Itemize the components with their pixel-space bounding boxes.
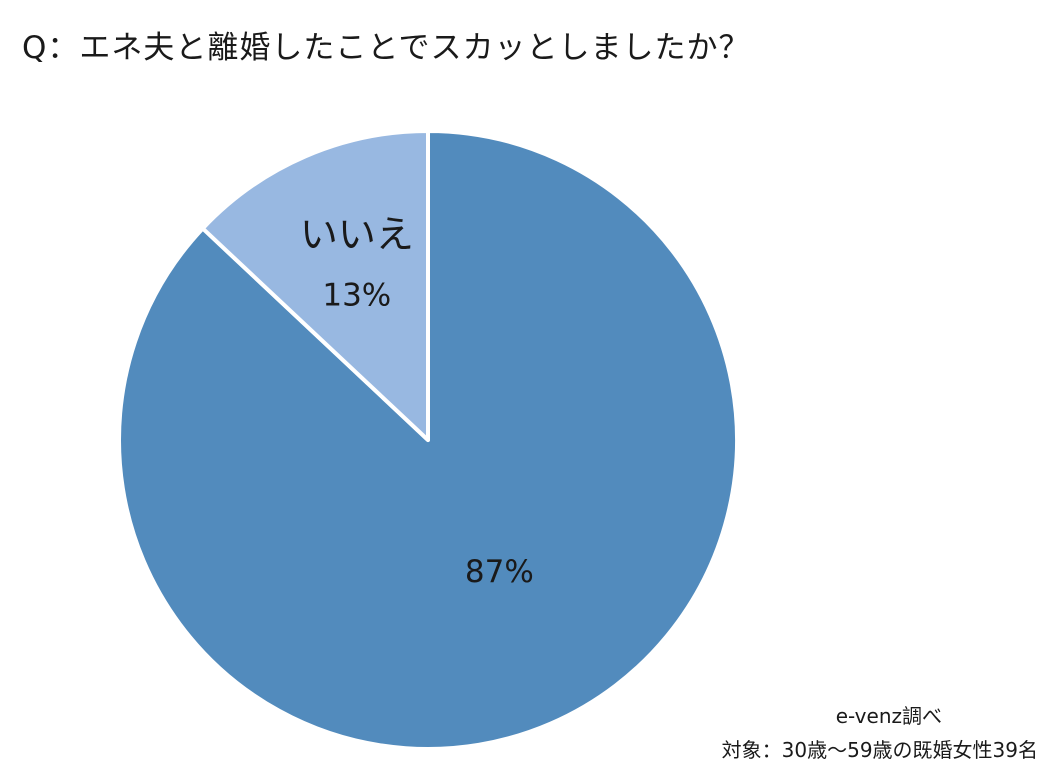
- pie-slice-1: [200, 129, 430, 442]
- slice-value-label-0: 87%: [465, 554, 534, 590]
- sample-note: 対象：30歳〜59歳の既婚女性39名: [721, 738, 1038, 762]
- pie-slice-0: [117, 129, 739, 751]
- slice-value-label-1: 13%: [322, 278, 391, 314]
- chart-title: Q：エネ夫と離婚したことでスカッとしましたか？: [22, 30, 751, 66]
- slice-label-1: いいえ: [300, 213, 414, 257]
- source-text: e-venz調べ: [835, 704, 942, 728]
